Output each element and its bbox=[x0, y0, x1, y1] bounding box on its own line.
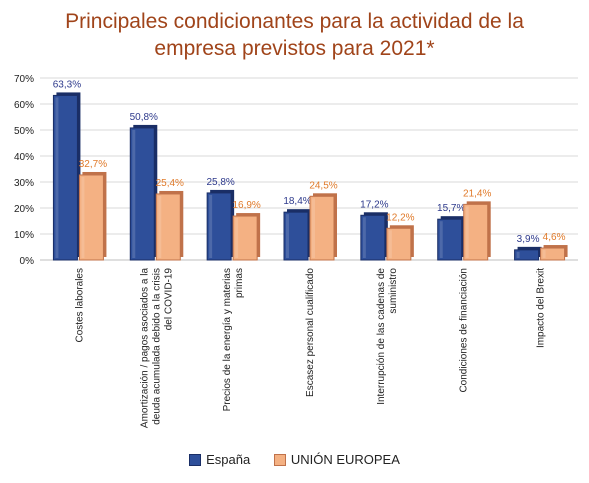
legend-item-ue: UNIÓN EUROPEA bbox=[273, 452, 400, 467]
data-label-espana: 3,9% bbox=[517, 234, 540, 245]
legend: España UNIÓN EUROPEA bbox=[0, 452, 589, 469]
chart-title-line-2: empresa previstos para 2021* bbox=[154, 37, 435, 60]
bar-highlight-espana bbox=[286, 214, 289, 258]
data-label-espana: 63,3% bbox=[53, 79, 81, 90]
x-tick-label: Amortización / pagos asociados a la bbox=[139, 268, 150, 429]
data-label-espana: 18,4% bbox=[283, 196, 311, 207]
bar-ue bbox=[463, 203, 489, 261]
bar-espana bbox=[52, 94, 78, 261]
legend-item-espana: España bbox=[189, 452, 250, 467]
bar-highlight-ue bbox=[81, 176, 85, 258]
data-label-espana: 15,7% bbox=[437, 203, 465, 214]
data-label-ue: 24,5% bbox=[309, 180, 337, 191]
legend-label-espana: España bbox=[206, 452, 251, 467]
bar-highlight-espana bbox=[439, 221, 443, 258]
y-tick-label: 10% bbox=[14, 230, 34, 241]
bar-highlight-espana bbox=[362, 217, 366, 258]
bar-espana bbox=[360, 214, 386, 261]
x-tick-label: primas bbox=[234, 268, 245, 298]
bar-ue bbox=[155, 193, 181, 261]
data-label-espana: 17,2% bbox=[360, 199, 388, 210]
y-tick-label: 0% bbox=[20, 256, 35, 267]
bar-ue bbox=[309, 195, 335, 261]
bar-highlight-espana bbox=[132, 129, 136, 258]
bar-highlight-ue bbox=[158, 195, 162, 258]
x-tick-label: Condiciones de financiación bbox=[459, 268, 470, 393]
bar-highlight-espana bbox=[516, 251, 520, 258]
bar-highlight-ue bbox=[235, 218, 239, 258]
x-tick-label: Costes laborales bbox=[74, 268, 85, 342]
legend-swatch-ue bbox=[273, 453, 286, 466]
bar-highlight-espana bbox=[55, 97, 59, 258]
legend-swatch-espana bbox=[189, 453, 202, 466]
y-tick-label: 40% bbox=[14, 152, 34, 163]
x-tick-label: Interrupción de las cadenas de bbox=[376, 268, 387, 405]
y-tick-label: 60% bbox=[14, 100, 34, 111]
data-label-ue: 32,7% bbox=[79, 159, 107, 170]
x-tick-label: Impacto del Brexit bbox=[536, 268, 547, 348]
bar-highlight-ue bbox=[542, 250, 546, 258]
y-tick-label: 30% bbox=[14, 178, 34, 189]
bar-highlight-ue bbox=[465, 206, 469, 258]
y-tick-label: 70% bbox=[14, 74, 34, 85]
data-label-espana: 25,8% bbox=[206, 177, 234, 188]
bar-ue bbox=[386, 227, 412, 261]
data-label-ue: 16,9% bbox=[232, 200, 260, 211]
x-tick-label: Precios de la energía y materias bbox=[222, 268, 233, 411]
y-tick-label: 50% bbox=[14, 126, 34, 137]
chart-title: Principales condicionantes para la activ… bbox=[0, 8, 589, 62]
bar-espana bbox=[129, 127, 155, 261]
data-label-ue: 4,6% bbox=[543, 232, 566, 243]
x-tick-label: deuda acumulada debido a la crisis bbox=[151, 268, 162, 425]
y-tick-label: 20% bbox=[14, 204, 34, 215]
data-label-ue: 12,2% bbox=[386, 212, 414, 223]
x-tick-label: suministro bbox=[388, 268, 399, 314]
legend-label-ue: UNIÓN EUROPEA bbox=[290, 452, 400, 467]
x-tick-label: del COVID-19 bbox=[163, 268, 174, 331]
bar-highlight-ue bbox=[388, 230, 392, 258]
bar-ue bbox=[78, 174, 104, 261]
bar-espana bbox=[283, 211, 309, 261]
bar-ue bbox=[232, 215, 258, 261]
chart-title-line-1: Principales condicionantes para la activ… bbox=[65, 10, 524, 33]
bar-espana bbox=[206, 192, 232, 261]
bar-highlight-ue bbox=[312, 198, 315, 258]
bar-espana bbox=[514, 249, 540, 261]
data-label-ue: 21,4% bbox=[463, 188, 491, 199]
bar-highlight-espana bbox=[209, 194, 213, 258]
bar-espana bbox=[437, 218, 463, 261]
x-tick-label: Escasez personal cualificado bbox=[305, 268, 316, 397]
data-label-ue: 25,4% bbox=[156, 178, 184, 189]
data-label-espana: 50,8% bbox=[130, 112, 158, 123]
bar-ue bbox=[540, 247, 566, 261]
